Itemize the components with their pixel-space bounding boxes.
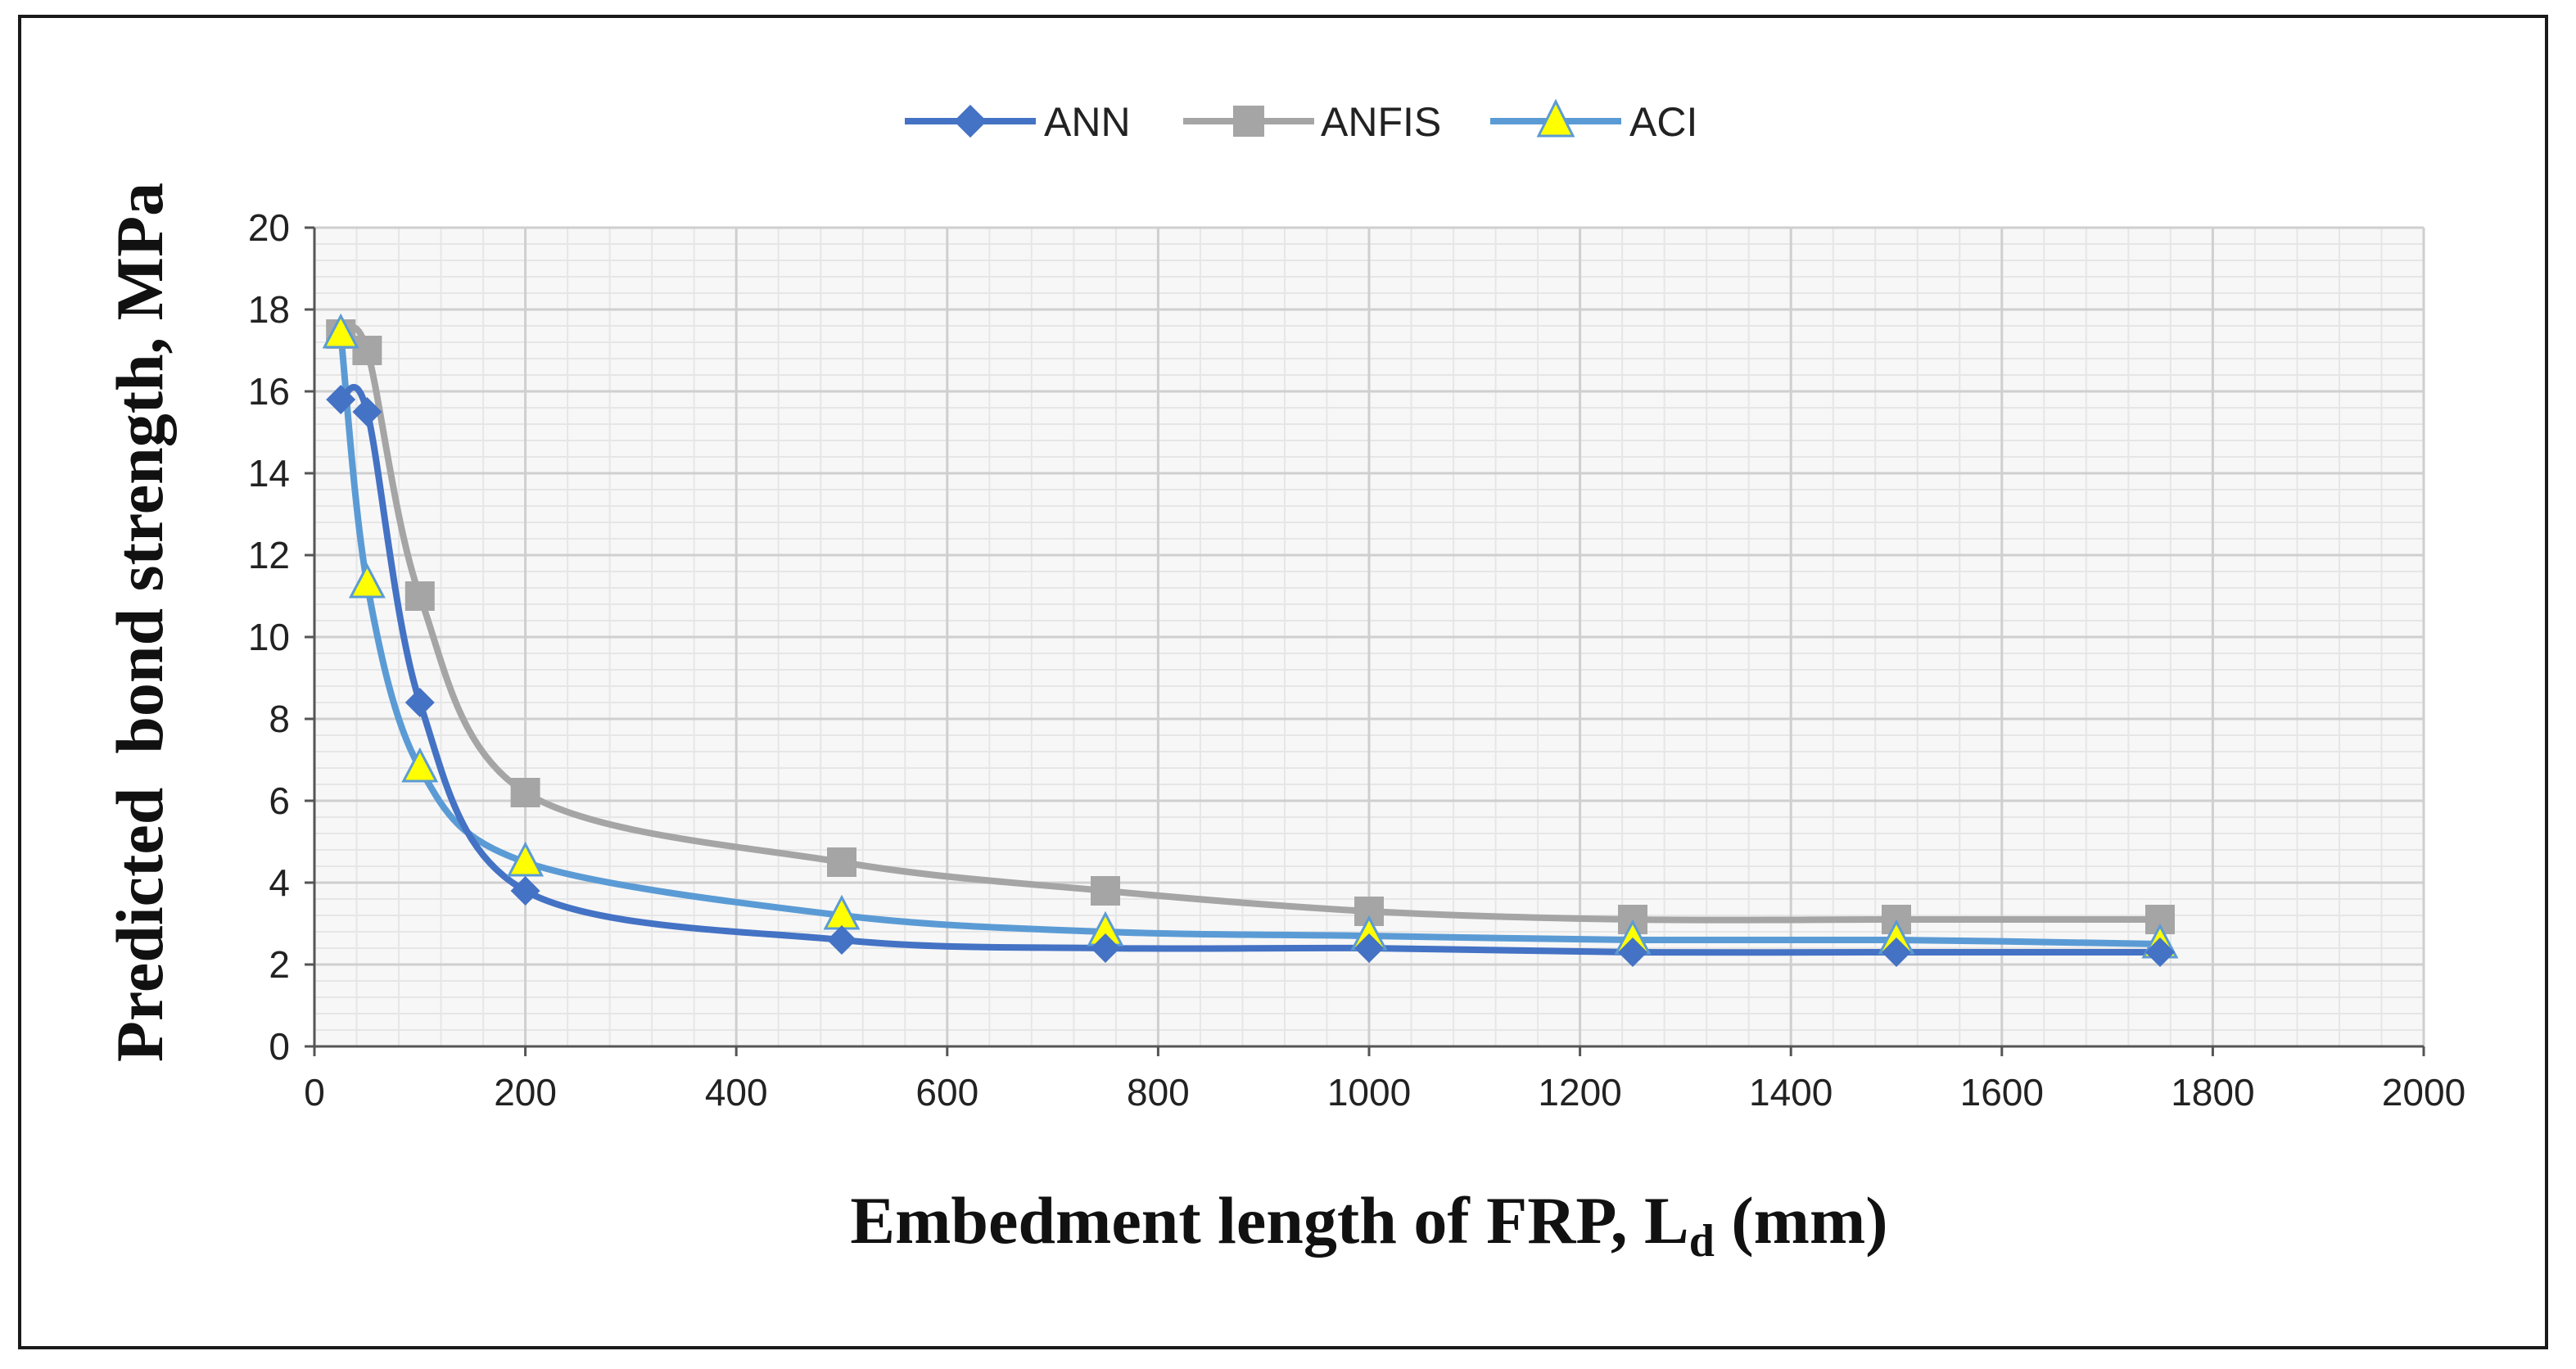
y-tick-label: 14: [248, 452, 290, 495]
x-tick-label: 1400: [1749, 1071, 1833, 1114]
data-point-ann: [1354, 933, 1384, 963]
x-tick-label: 800: [1127, 1071, 1190, 1114]
data-point-ann: [404, 688, 435, 717]
x-tick-label: 1000: [1327, 1071, 1411, 1114]
data-point-anfis: [1091, 876, 1120, 906]
series-line-aci: [337, 333, 2161, 947]
data-point-ann: [1618, 938, 1647, 967]
x-tick-label: 2000: [2382, 1071, 2465, 1114]
x-tick-label: 1800: [2171, 1071, 2254, 1114]
data-point-anfis: [352, 336, 382, 365]
data-point-aci: [322, 313, 359, 349]
data-point-ann: [352, 397, 382, 427]
series-layer: [337, 323, 2161, 956]
axes: [305, 226, 2425, 1056]
y-tick-label: 4: [269, 861, 290, 904]
x-tick-label: 1600: [1960, 1071, 2044, 1114]
x-axis-title-subscript: d: [1689, 1216, 1715, 1267]
x-tick-labels: 0 200 400 600 800 1000 1200 1400 1600 1800 2000: [304, 1071, 2465, 1114]
y-tick-label: 6: [269, 779, 290, 822]
data-point-aci: [507, 841, 545, 877]
x-tick-label: 200: [494, 1071, 557, 1114]
data-point-ann: [510, 876, 540, 906]
y-tick-label: 8: [269, 698, 290, 740]
y-tick-label: 2: [269, 943, 290, 986]
x-axis-title: Embedment length of FRP, Ld (mm): [850, 1183, 1887, 1267]
data-point-anfis: [827, 847, 856, 877]
x-axis-title-suffix: (mm): [1715, 1183, 1888, 1258]
data-point-ann: [1882, 938, 1911, 967]
x-tick-label: 400: [705, 1071, 768, 1114]
x-tick-label: 1200: [1538, 1071, 1621, 1114]
legend-diamond-icon: [953, 104, 987, 138]
data-point-aci: [348, 563, 386, 599]
legend-item-aci: ACI: [1490, 98, 1697, 145]
y-tick-label: 12: [248, 534, 290, 576]
y-tick-label: 0: [269, 1025, 290, 1068]
legend-label-ann: ANN: [1044, 99, 1131, 145]
legend: ANN ANFIS ACI: [905, 98, 1697, 145]
marker-layer: [322, 313, 2179, 967]
x-tick-label: 0: [304, 1071, 325, 1114]
y-tick-label: 16: [248, 370, 290, 413]
data-point-anfis: [404, 581, 435, 611]
legend-square-icon: [1233, 106, 1264, 137]
data-point-ann: [1091, 933, 1120, 963]
legend-triangle-icon: [1536, 98, 1575, 138]
series-line-ann: [337, 383, 2160, 956]
data-point-anfis: [510, 778, 540, 807]
y-tick-label: 18: [248, 288, 290, 331]
series-line-anfis: [339, 323, 2160, 924]
x-tick-label: 600: [915, 1071, 978, 1114]
y-tick-label: 10: [248, 616, 290, 658]
legend-item-ann: ANN: [905, 99, 1131, 145]
y-tick-label: 20: [248, 206, 290, 249]
legend-item-anfis: ANFIS: [1183, 99, 1441, 145]
data-point-ann: [827, 925, 856, 955]
data-point-ann: [2145, 938, 2175, 967]
legend-label-anfis: ANFIS: [1321, 99, 1441, 145]
y-axis-title: Predicted bond strength, MPa: [102, 183, 177, 1062]
y-tick-labels: 0 2 4 6 8 10 12 14 16 18 20: [248, 206, 290, 1068]
data-point-ann: [326, 385, 356, 414]
legend-label-aci: ACI: [1629, 99, 1697, 145]
x-axis-title-main: Embedment length of FRP, L: [850, 1183, 1688, 1258]
data-point-aci: [401, 747, 439, 783]
